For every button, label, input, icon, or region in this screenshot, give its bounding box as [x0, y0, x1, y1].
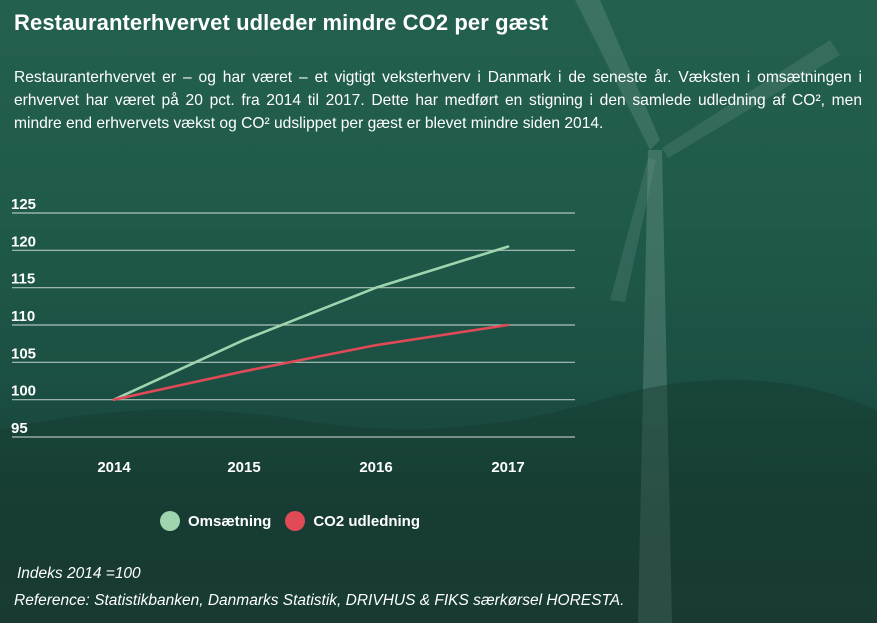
forest-horizon — [0, 379, 877, 623]
turbine-blade-lower — [610, 158, 656, 302]
page-title: Restauranterhvervet udleder mindre CO2 p… — [14, 10, 549, 35]
y-tick-label-95: 95 — [11, 420, 28, 437]
y-tick-label-105: 105 — [11, 345, 36, 362]
y-tick-label-115: 115 — [11, 271, 35, 288]
intro-paragraph: Restauranterhvervet er – og har været – … — [14, 69, 862, 132]
x-tick-label-2017: 2017 — [491, 459, 524, 476]
y-axis-ticks: 95 100 105 110 115 120 125 — [11, 196, 36, 437]
y-tick-label-100: 100 — [11, 383, 36, 400]
series-line-omsaetning — [112, 245, 510, 401]
x-tick-label-2016: 2016 — [359, 459, 392, 476]
legend-label-co2: CO2 udledning — [313, 512, 421, 530]
turbine-tower — [638, 150, 672, 623]
turbine-blade-upper — [575, 0, 660, 150]
x-tick-label-2014: 2014 — [97, 459, 131, 476]
index-note: Indeks 2014 =100 — [17, 565, 141, 582]
turbine-blade-right — [662, 40, 840, 158]
chart-legend: Omsætning CO2 udledning — [160, 511, 434, 531]
source-note: Reference: Statistikbanken, Danmarks Sta… — [14, 592, 625, 609]
series-line-co2 — [112, 323, 510, 401]
y-tick-label-125: 125 — [11, 196, 36, 213]
legend-swatch-omsaetning — [160, 511, 180, 531]
legend-item-omsaetning: Omsætning — [160, 511, 271, 531]
legend-item-co2: CO2 udledning — [285, 511, 420, 531]
y-tick-label-110: 110 — [11, 308, 35, 325]
legend-label-omsaetning: Omsætning — [188, 512, 272, 530]
y-tick-label-120: 120 — [11, 233, 36, 250]
grid-layer — [12, 212, 575, 438]
series-layer — [112, 245, 510, 401]
x-tick-label-2015: 2015 — [227, 459, 260, 476]
legend-swatch-co2 — [285, 511, 306, 531]
line-chart: 95 100 105 110 115 120 125 2014 2015 2016 2017 — [11, 196, 575, 476]
x-axis-ticks: 2014 2015 2016 2017 — [97, 459, 524, 476]
